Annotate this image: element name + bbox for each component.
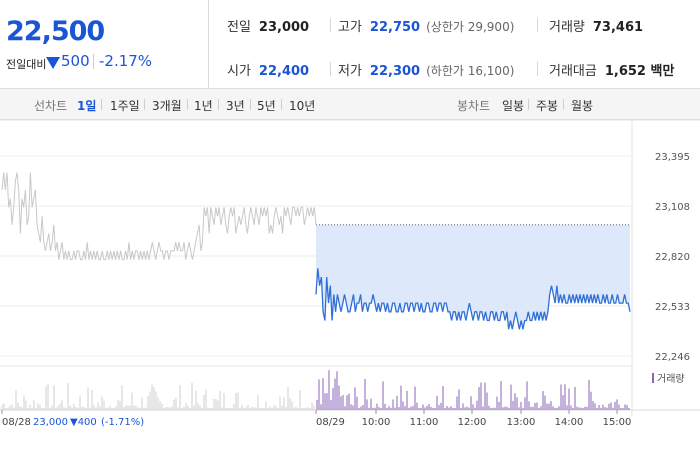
tab-1y[interactable]: 1년 [194,99,213,113]
prev-day-change: ▼400 [70,417,97,428]
stat-label: 거래대금 [549,64,597,79]
down-triangle-icon [46,57,60,69]
today-price-line [315,268,631,330]
divider [250,99,251,110]
stat-label: 거래량 [549,20,585,35]
stat-label: 시가 [227,64,251,79]
y-tick-label: 23,108 [655,202,690,213]
divider [144,99,145,110]
candle-chart-title: 봉차트 [457,99,491,113]
stat-open: 시가 22,400 [227,60,309,79]
line-chart-title: 선차트 [34,99,68,113]
divider [537,62,538,76]
tab-3m[interactable]: 3개월 [152,99,182,113]
volume-legend-swatch [652,373,654,383]
x-tick-label: 10:00 [362,417,391,428]
tab-weekly[interactable]: 주봉 [536,99,559,113]
stat-volume: 거래량 73,461 [549,16,643,35]
y-tick-label: 22,246 [655,352,690,363]
x-tick-label: 14:00 [555,417,584,428]
tab-10y[interactable]: 10년 [289,99,316,113]
stat-label: 고가 [338,20,362,35]
divider [218,99,219,110]
stat-sub: (상한가 29,900) [426,20,515,34]
tab-monthly[interactable]: 월봉 [571,99,594,113]
prev-day-price: 23,000 [33,417,68,428]
prev-day-price-line [1,172,317,261]
divider [330,62,331,76]
divider [537,18,538,32]
y-tick-label: 23,395 [655,152,690,163]
stat-value: 73,461 [592,20,644,35]
stat-value: 22,300 [369,64,421,79]
stat-value: 22,400 [258,64,310,79]
change-rate: -2.17% [99,52,153,70]
x-tick-label: 12:00 [458,417,487,428]
tab-3y[interactable]: 3년 [226,99,245,113]
tab-5y[interactable]: 5년 [257,99,276,113]
change-label: 전일대비 [6,58,47,71]
x-tick-label: 08/28 [2,417,31,428]
stat-amount: 거래대금 1,652 백만 [549,60,674,79]
price-box: 22,500 전일대비 500 -2.17% [0,0,209,88]
period-tabs: 선차트 1일 1주일 3개월 1년 3년 5년 10년 봉차트 일봉 주봉 월봉 [0,89,700,120]
current-price: 22,500 [6,16,105,47]
stat-prev-close: 전일 23,000 [227,16,309,35]
stat-value: 22,750 [369,20,421,35]
stat-value: 23,000 [258,20,310,35]
stat-label: 저가 [338,64,362,79]
stat-high: 고가 22,750 (상한가 29,900) [338,16,514,35]
divider [528,99,529,110]
tab-1d[interactable]: 1일 [77,99,97,113]
y-tick-label: 22,533 [655,302,690,313]
x-tick-label: 15:00 [603,417,632,428]
change-amount: 500 [61,52,90,70]
stat-label: 전일 [227,20,251,35]
divider [93,54,94,69]
stat-sub: (하한가 16,100) [426,64,515,78]
volume-legend-label: 거래량 [657,373,685,385]
quote-summary: 22,500 전일대비 500 -2.17% 전일 23,000 고가 22,750… [0,0,700,89]
tab-1w[interactable]: 1주일 [110,99,140,113]
stat-low: 저가 22,300 (하한가 16,100) [338,60,514,79]
x-tick-label: 13:00 [507,417,536,428]
stat-value: 1,652 백만 [604,64,675,79]
x-tick-label: 08/29 [316,417,345,428]
divider [187,99,188,110]
y-tick-label: 22,820 [655,252,690,263]
price-chart: 23,395 23,108 22,820 22,533 22,246 거래량 08/29 10… [0,120,700,428]
divider [330,18,331,32]
tab-daily[interactable]: 일봉 [502,99,525,113]
x-tick-label: 11:00 [410,417,439,428]
prev-day-rate: (-1.71%) [101,417,144,428]
divider [563,99,564,110]
divider [101,99,102,110]
today-area-fill [316,224,630,330]
divider [281,99,282,110]
